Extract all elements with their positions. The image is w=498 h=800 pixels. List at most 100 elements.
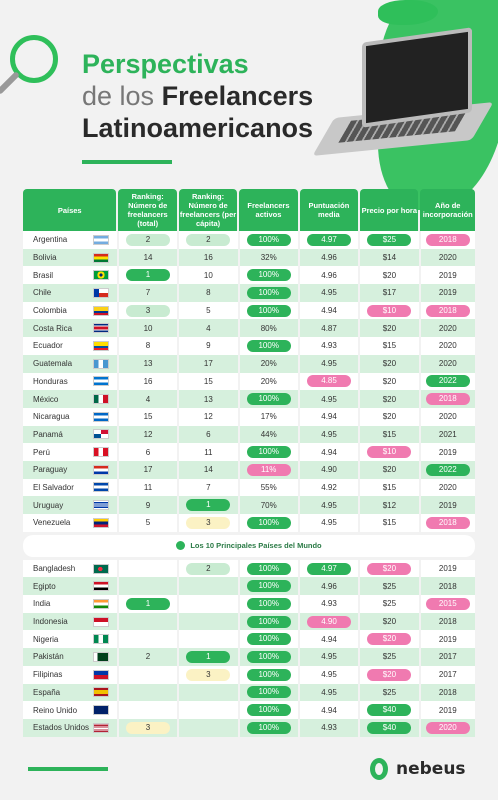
world-label-text: Los 10 Principales Países del Mundo xyxy=(190,541,322,551)
rp-cell: 8 xyxy=(179,284,238,302)
ph-cell: $25 xyxy=(360,595,419,613)
rt-cell: 2 xyxy=(118,648,178,666)
rt-value: 11 xyxy=(143,482,153,492)
rt-cell: 2 xyxy=(118,231,178,249)
table-row: Bangladesh 2 100% 4.97 $20 2019 xyxy=(23,559,476,578)
yr-cell: 2017 xyxy=(420,665,476,684)
ph-cell: $20 xyxy=(360,630,419,649)
fa-value: 100% xyxy=(246,393,291,406)
rp-value: 3 xyxy=(186,516,231,529)
pm-value: 4.93 xyxy=(321,723,337,733)
rp-cell: 15 xyxy=(179,372,238,391)
ph-cell: $15 xyxy=(360,514,419,532)
yr-value: 2019 xyxy=(438,564,457,574)
rt-cell: 16 xyxy=(118,372,178,391)
rt-cell xyxy=(118,577,178,596)
table-row: Costa Rica 10 4 80% 4.87 $20 2020 xyxy=(23,319,476,338)
pm-cell: 4.90 xyxy=(299,460,359,479)
globe-icon xyxy=(176,541,186,551)
country-name: Venezuela xyxy=(33,518,71,528)
rp-cell xyxy=(179,612,238,631)
flag-icon xyxy=(92,429,109,440)
rp-value: 10 xyxy=(203,270,213,280)
pm-cell: 4.95 xyxy=(299,665,359,684)
yr-value: 2018 xyxy=(425,233,470,246)
country-cell: El Salvador xyxy=(23,478,117,497)
rp-value: 12 xyxy=(203,412,213,422)
yr-value: 2022 xyxy=(425,375,470,388)
rp-cell: 6 xyxy=(179,425,238,444)
ph-value: $15 xyxy=(382,518,397,528)
yr-value: 2018 xyxy=(425,393,470,406)
yr-value: 2019 xyxy=(438,500,457,510)
ph-value: $20 xyxy=(382,323,397,333)
title-line-2: de los Freelancers xyxy=(82,80,313,112)
flag-icon xyxy=(92,287,109,298)
country-name: Uruguay xyxy=(33,500,64,510)
yr-cell: 2020 xyxy=(420,718,476,737)
rp-cell: 13 xyxy=(179,390,238,408)
rp-cell xyxy=(179,718,238,737)
rt-value: 14 xyxy=(143,253,153,263)
pm-cell: 4.85 xyxy=(299,372,359,391)
country-name: Estados Unidos xyxy=(33,723,90,733)
fa-cell: 80% xyxy=(239,319,298,338)
flag-icon xyxy=(92,651,109,662)
yr-cell: 2018 xyxy=(420,301,476,320)
country-name: Guatemala xyxy=(33,359,73,369)
pm-cell: 4.95 xyxy=(299,683,359,702)
fa-cell: 20% xyxy=(239,354,298,373)
yr-value: 2015 xyxy=(425,597,470,610)
table-row: Indonesia 100% 4.90 $20 2018 xyxy=(23,612,476,631)
ph-cell: $15 xyxy=(360,478,419,497)
country-cell: Brasil xyxy=(23,266,117,285)
ph-cell: $25 xyxy=(360,231,419,249)
pm-value: 4.95 xyxy=(321,670,337,680)
pm-cell: 4.95 xyxy=(299,648,359,666)
country-name: Bolivia xyxy=(33,253,57,263)
rp-cell: 14 xyxy=(179,460,238,479)
rt-cell: 9 xyxy=(118,496,178,514)
rt-cell: 12 xyxy=(118,425,178,444)
rp-cell: 12 xyxy=(179,407,238,426)
rt-cell: 17 xyxy=(118,460,178,479)
country-cell: Ecuador xyxy=(23,337,117,355)
ph-cell: $10 xyxy=(360,443,419,461)
ph-cell: $20 xyxy=(360,612,419,631)
pm-cell: 4.93 xyxy=(299,337,359,355)
ph-cell: $20 xyxy=(360,407,419,426)
country-name: Honduras xyxy=(33,376,68,386)
yr-value: 2020 xyxy=(438,341,457,351)
header-puntuacion-media: Puntuación media xyxy=(299,189,359,231)
rp-cell: 3 xyxy=(179,665,238,684)
country-cell: Bolivia xyxy=(23,248,117,267)
rp-value: 4 xyxy=(206,323,211,333)
country-name: Colombia xyxy=(33,306,67,316)
rt-value: 3 xyxy=(126,304,171,317)
yr-value: 2021 xyxy=(438,429,457,439)
fa-cell: 55% xyxy=(239,478,298,497)
rp-cell: 9 xyxy=(179,337,238,355)
country-name: Chile xyxy=(33,288,52,298)
rt-cell xyxy=(118,665,178,684)
table-row: Filipinas 3 100% 4.95 $20 2017 xyxy=(23,665,476,684)
fa-cell: 100% xyxy=(239,718,298,737)
rt-cell xyxy=(118,559,178,578)
pm-cell: 4.96 xyxy=(299,577,359,596)
ph-cell: $20 xyxy=(360,372,419,391)
yr-cell: 2020 xyxy=(420,337,476,355)
ph-cell: $25 xyxy=(360,683,419,702)
country-cell: España xyxy=(23,683,117,702)
table-row: Uruguay 9 1 70% 4.95 $12 2019 xyxy=(23,496,476,514)
country-name: Bangladesh xyxy=(33,564,76,574)
country-name: Argentina xyxy=(33,235,68,245)
yr-cell: 2019 xyxy=(420,701,476,719)
yr-value: 2020 xyxy=(438,359,457,369)
country-cell: Pakistán xyxy=(23,648,117,666)
rp-value: 17 xyxy=(203,359,213,369)
table-row: El Salvador 11 7 55% 4.92 $15 2020 xyxy=(23,478,476,497)
yr-cell: 2020 xyxy=(420,319,476,338)
ph-value: $25 xyxy=(367,233,412,246)
pm-value: 4.95 xyxy=(321,687,337,697)
flag-icon xyxy=(92,482,109,493)
